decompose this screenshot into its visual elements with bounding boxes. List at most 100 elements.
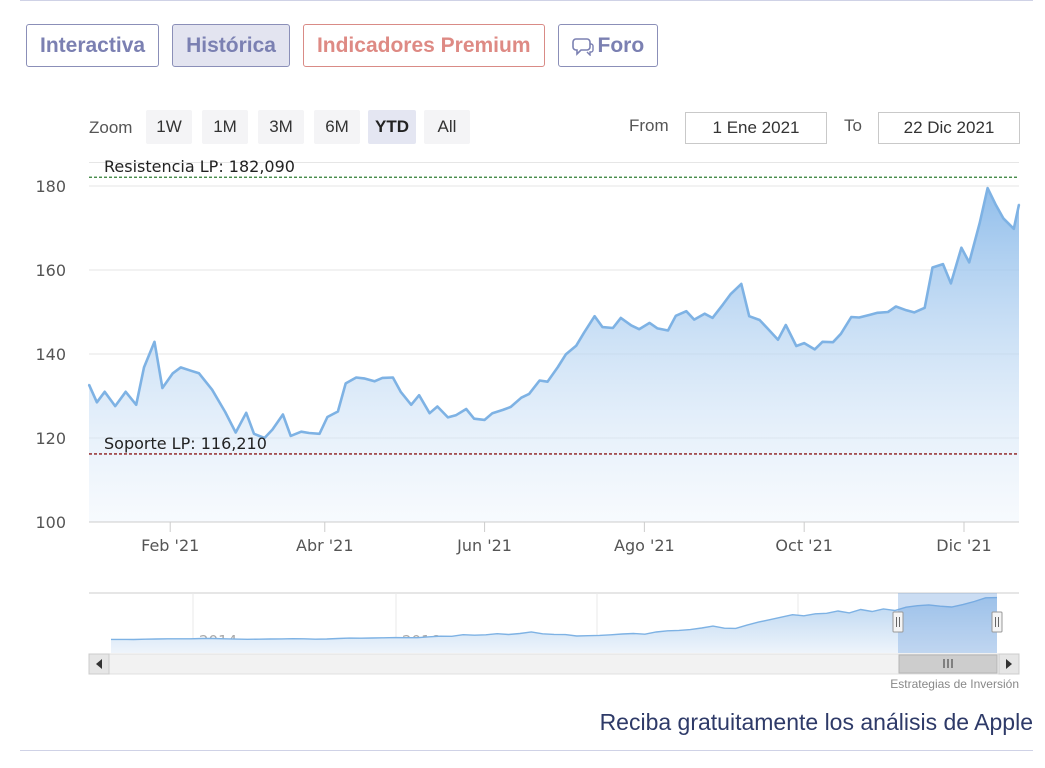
credits-text: Estrategias de Inversión bbox=[890, 677, 1019, 691]
price-point bbox=[575, 344, 578, 347]
price-point bbox=[271, 428, 274, 431]
tab-foro-label: Foro bbox=[597, 33, 645, 57]
x-tick-label: Dic '21 bbox=[936, 536, 991, 555]
price-point bbox=[326, 416, 329, 418]
price-point bbox=[546, 380, 549, 383]
price-point bbox=[994, 203, 997, 206]
price-point bbox=[282, 413, 284, 416]
price-point bbox=[1002, 217, 1005, 220]
price-point bbox=[593, 315, 596, 318]
price-point bbox=[179, 366, 182, 369]
y-tick-label: 180 bbox=[35, 177, 66, 196]
price-point bbox=[363, 377, 365, 380]
from-date-input[interactable]: 1 Ene 2021 bbox=[685, 112, 827, 144]
scroll-left-arrow-icon bbox=[96, 659, 102, 669]
scroll-left-button bbox=[88, 653, 110, 675]
price-point bbox=[392, 376, 394, 379]
y-tick-label: 120 bbox=[35, 429, 66, 448]
x-tick-label: Abr '21 bbox=[296, 536, 354, 555]
from-label: From bbox=[629, 116, 669, 135]
price-point bbox=[685, 310, 688, 313]
price-point bbox=[913, 311, 916, 314]
price-point bbox=[454, 414, 457, 417]
price-point bbox=[986, 187, 989, 190]
navigator-area bbox=[111, 597, 997, 653]
price-point bbox=[538, 379, 541, 382]
price-point bbox=[520, 396, 523, 399]
price-point bbox=[198, 372, 200, 375]
price-point bbox=[381, 377, 384, 379]
price-point bbox=[355, 376, 358, 379]
price-point bbox=[821, 340, 824, 343]
price-point bbox=[868, 314, 871, 316]
price-point bbox=[638, 328, 640, 331]
price-point bbox=[153, 340, 156, 343]
price-point bbox=[729, 293, 732, 295]
price-point bbox=[648, 322, 651, 324]
price-point bbox=[803, 342, 806, 344]
navigator-year-label: 2018 bbox=[603, 632, 641, 650]
price-point bbox=[931, 266, 934, 269]
price-point bbox=[88, 383, 90, 386]
zoom-1m-button[interactable]: 1M bbox=[202, 110, 248, 144]
resistance-label: Resistencia LP: 182,090 bbox=[104, 157, 295, 176]
price-point bbox=[300, 430, 303, 433]
price-point bbox=[711, 317, 714, 319]
price-point bbox=[337, 410, 339, 413]
price-point bbox=[905, 309, 908, 312]
price-point bbox=[693, 318, 696, 321]
price-point bbox=[583, 331, 585, 334]
price-point bbox=[224, 411, 227, 413]
zoom-1w-button[interactable]: 1W bbox=[146, 110, 192, 144]
price-point bbox=[813, 348, 816, 351]
x-tick-label: Feb '21 bbox=[141, 536, 199, 555]
price-point bbox=[876, 311, 879, 314]
price-area-fill bbox=[89, 188, 1019, 522]
price-point bbox=[171, 372, 174, 375]
price-point bbox=[557, 366, 559, 368]
zoom-3m-button[interactable]: 3M bbox=[258, 110, 304, 144]
y-tick-label: 140 bbox=[35, 345, 66, 364]
price-point bbox=[832, 341, 834, 344]
price-point bbox=[564, 353, 567, 356]
y-tick-label: 160 bbox=[35, 261, 66, 280]
price-point bbox=[308, 432, 310, 434]
price-point bbox=[630, 324, 633, 327]
navigator-left-handle bbox=[892, 611, 904, 633]
tab-indicadores-premium[interactable]: Indicadores Premium bbox=[302, 24, 545, 67]
price-point bbox=[344, 382, 347, 385]
price-point bbox=[784, 324, 787, 326]
tab-historica[interactable]: Histórica bbox=[172, 24, 290, 67]
price-point bbox=[263, 437, 266, 439]
x-tick-label: Oct '21 bbox=[775, 536, 833, 555]
price-point bbox=[923, 306, 926, 309]
price-point bbox=[740, 283, 743, 285]
toolbar-divider bbox=[89, 162, 1019, 163]
zoom-ytd-button[interactable]: YTD bbox=[368, 110, 416, 144]
tab-foro[interactable]: Foro bbox=[557, 24, 659, 67]
navigator-year-label: 2014 bbox=[199, 632, 237, 650]
scroll-right-arrow-icon bbox=[1006, 659, 1012, 669]
price-point bbox=[703, 312, 706, 315]
tab-interactiva[interactable]: Interactiva bbox=[26, 24, 160, 67]
price-point bbox=[528, 393, 530, 395]
price-point bbox=[850, 316, 853, 318]
price-point bbox=[1012, 227, 1015, 230]
price-point bbox=[942, 263, 944, 265]
price-point bbox=[491, 412, 494, 415]
scrollbar-thumb bbox=[898, 654, 998, 674]
support-label: Soporte LP: 116,210 bbox=[104, 434, 267, 453]
to-date-input[interactable]: 22 Dic 2021 bbox=[878, 112, 1020, 144]
zoom-all-button[interactable]: All bbox=[424, 110, 470, 144]
price-point bbox=[619, 317, 622, 319]
price-point bbox=[96, 401, 98, 404]
price-point bbox=[234, 431, 237, 434]
price-point bbox=[795, 345, 798, 347]
price-point bbox=[103, 390, 106, 393]
navigator-scrollbar-track bbox=[88, 653, 1020, 675]
zoom-6m-button[interactable]: 6M bbox=[314, 110, 360, 144]
price-point bbox=[766, 327, 769, 330]
price-point bbox=[1018, 203, 1020, 206]
price-point bbox=[483, 419, 486, 421]
to-label: To bbox=[844, 116, 862, 135]
